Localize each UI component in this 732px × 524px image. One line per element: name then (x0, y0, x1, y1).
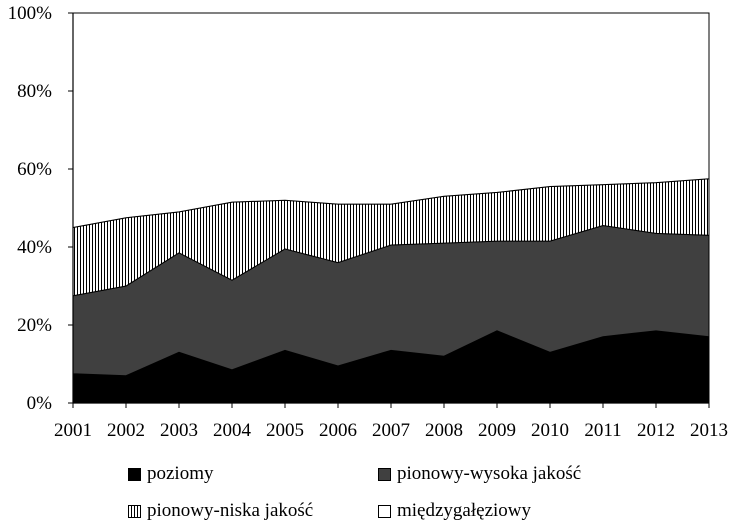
x-tick-label: 2012 (637, 420, 675, 441)
x-tick-label: 2006 (319, 420, 357, 441)
x-tick-label: 2004 (213, 420, 252, 441)
legend-label: pionowy-wysoka jakość (397, 463, 582, 484)
legend-swatch-poziomy (128, 467, 141, 481)
legend-swatch-miedzygaleziowy (378, 504, 391, 518)
x-tick-label: 2011 (584, 420, 621, 441)
y-tick-label: 0% (27, 393, 53, 414)
x-tick-labels: 2001 2002 2003 2004 2005 2006 2007 2008 2009 2010… (54, 420, 728, 441)
y-tick-label: 40% (17, 237, 52, 258)
axes-group (68, 12, 710, 408)
x-tick-label: 2013 (690, 420, 728, 441)
legend-item-pionowy-wysoka: pionowy-wysoka jakość (378, 463, 581, 485)
x-tick-label: 2010 (531, 420, 569, 441)
y-tick-label: 80% (17, 81, 52, 102)
legend-label: poziomy (147, 463, 214, 484)
y-tick-label: 60% (17, 159, 52, 180)
legend-label: pionowy-niska jakość (147, 500, 314, 521)
x-tick-label: 2007 (372, 420, 410, 441)
legend-item-poziomy: poziomy (128, 463, 214, 485)
x-tick-label: 2001 (54, 420, 92, 441)
x-tick-label: 2003 (160, 420, 198, 441)
y-tick-label: 100% (8, 3, 53, 24)
legend-swatch-pionowy-wysoka (378, 467, 391, 481)
y-tick-label: 20% (17, 315, 52, 336)
x-tick-label: 2009 (478, 420, 516, 441)
areas-group (72, 12, 710, 404)
area-series-3 (72, 12, 710, 229)
legend-item-pionowy-niska: pionowy-niska jakość (128, 500, 313, 522)
legend-item-miedzygaleziowy: międzygałęziowy (378, 500, 531, 522)
x-tick-label: 2002 (107, 420, 145, 441)
x-tick-label: 2005 (266, 420, 304, 441)
legend-swatch-pionowy-niska (128, 504, 141, 518)
legend-label: międzygałęziowy (397, 500, 532, 521)
y-tick-labels: 0% 20% 40% 60% 80% 100% (8, 3, 53, 414)
x-tick-label: 2008 (425, 420, 463, 441)
